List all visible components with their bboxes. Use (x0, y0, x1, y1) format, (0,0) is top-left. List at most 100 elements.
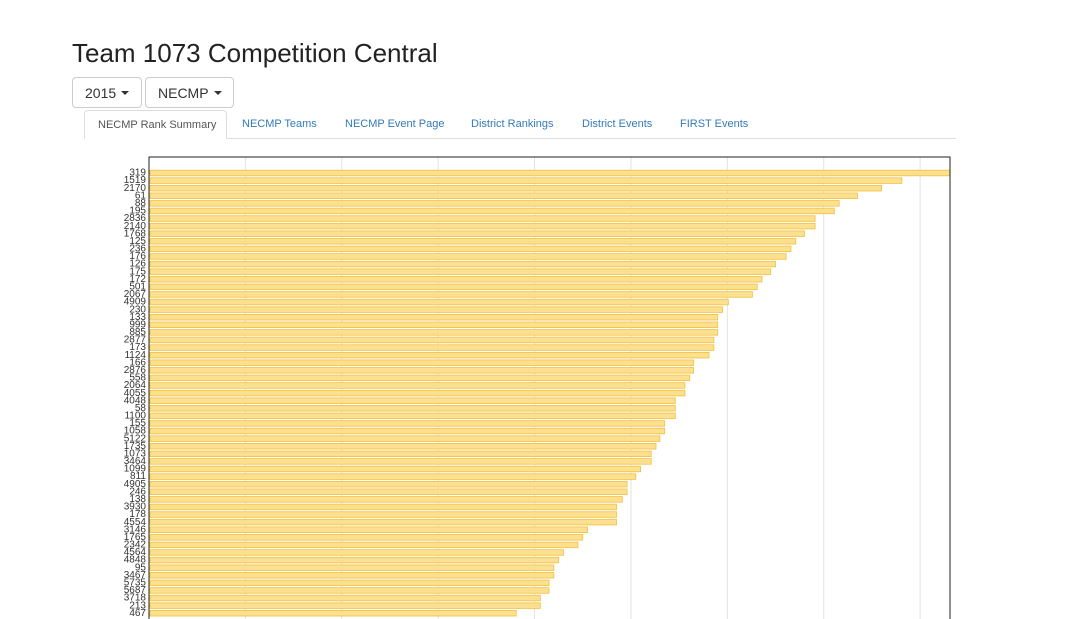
bar (149, 260, 776, 268)
bar (149, 238, 797, 245)
tab[interactable]: NECMP Teams (242, 118, 317, 130)
y-tick-label: 999 (129, 319, 146, 330)
year-dropdown[interactable]: 2015 (72, 77, 142, 108)
caret (213, 90, 222, 95)
bar (149, 443, 657, 450)
bar (149, 359, 695, 366)
y-tick-label: 166 (129, 357, 146, 368)
y-tick-label: 5122 (124, 433, 147, 444)
y-tick-label: 246 (129, 486, 146, 497)
y-tick-label: 125 (129, 236, 146, 247)
y-tick-label: 1124 (124, 350, 146, 361)
tab[interactable]: District Events (582, 118, 653, 130)
y-tick-label: 3146 (124, 524, 147, 535)
y-tick-label: 236 (129, 244, 146, 255)
bar (149, 405, 676, 412)
bar (149, 321, 719, 328)
y-tick-label: 4564 (124, 547, 147, 558)
bar (149, 503, 617, 511)
y-tick-label: 2067 (124, 289, 147, 300)
y-tick-label: 175 (129, 266, 146, 277)
y-tick-label: 178 (129, 509, 146, 520)
y-tick-label: 176 (129, 251, 146, 262)
y-tick-label: 1765 (124, 532, 147, 543)
bar (149, 268, 772, 275)
bar (149, 594, 541, 602)
y-tick-label: 155 (129, 418, 146, 429)
y-tick-label: 319 (129, 168, 146, 179)
plot-frame (148, 156, 951, 619)
bar (149, 298, 729, 306)
bar (149, 526, 588, 533)
bar (149, 564, 555, 571)
bar (149, 291, 753, 298)
y-tick-label: 2877 (124, 335, 147, 346)
y-tick-label: 195 (129, 206, 146, 217)
bar (149, 610, 517, 617)
bar (149, 215, 816, 222)
bar (149, 518, 617, 526)
bar (149, 184, 882, 192)
bar (149, 496, 623, 503)
caret (121, 90, 130, 95)
bar (149, 207, 835, 215)
dropdown-label: 2015 (85, 84, 117, 101)
bar (149, 602, 541, 609)
y-tick-label: 1100 (124, 411, 146, 422)
y-tick-label: 4848 (124, 555, 147, 566)
tab[interactable]: District Rankings (471, 118, 554, 130)
y-tick-label: 213 (129, 600, 146, 611)
y-tick-label: 2876 (124, 365, 147, 376)
y-tick-label: 1735 (124, 441, 147, 452)
y-tick-label: 811 (130, 471, 146, 482)
y-tick-label: 88 (135, 198, 147, 209)
bar (149, 389, 686, 397)
y-tick-label: 558 (129, 373, 146, 384)
bar (149, 222, 816, 230)
bar (149, 306, 723, 313)
y-tick-label: 95 (135, 562, 147, 573)
tab-bar: NECMP Rank Summary NECMP Teams NECMP Eve… (84, 110, 956, 139)
bar (149, 450, 652, 458)
bar (149, 412, 676, 420)
y-tick-label: 4055 (124, 388, 147, 399)
bar (149, 488, 628, 495)
y-tick-label: 1058 (124, 426, 147, 437)
bar (149, 587, 550, 594)
bar (149, 329, 719, 336)
bar (149, 344, 715, 351)
bar (149, 230, 805, 237)
bar (149, 511, 617, 518)
bar (149, 253, 787, 260)
y-tick-label: 4905 (124, 479, 147, 490)
bar (149, 374, 691, 382)
bar (149, 397, 676, 404)
bar (149, 480, 628, 488)
bar (149, 314, 719, 321)
bar (149, 420, 666, 427)
event-dropdown[interactable]: NECMP (145, 77, 234, 108)
bar (149, 465, 641, 473)
y-tick-label: 172 (129, 274, 146, 285)
y-tick-label: 3718 (124, 593, 147, 604)
y-tick-label: 2836 (124, 213, 147, 224)
bar (149, 336, 715, 344)
tab[interactable]: FIRST Events (680, 118, 749, 130)
tab[interactable]: NECMP Rank Summary (84, 110, 227, 139)
tab[interactable]: NECMP Event Page (345, 118, 445, 130)
bar (149, 177, 903, 184)
y-tick-label: 3467 (124, 570, 147, 581)
y-tick-label: 5687 (124, 585, 147, 596)
bar (149, 556, 560, 564)
y-tick-label: 3930 (124, 502, 147, 513)
y-tick-label: 230 (129, 304, 146, 315)
y-tick-label: 2170 (124, 183, 147, 194)
bar (149, 367, 695, 374)
bar (149, 351, 710, 359)
bar (149, 169, 951, 177)
bar (149, 382, 686, 389)
y-tick-label: 4909 (124, 297, 147, 308)
dropdown-label: NECMP (158, 84, 209, 101)
